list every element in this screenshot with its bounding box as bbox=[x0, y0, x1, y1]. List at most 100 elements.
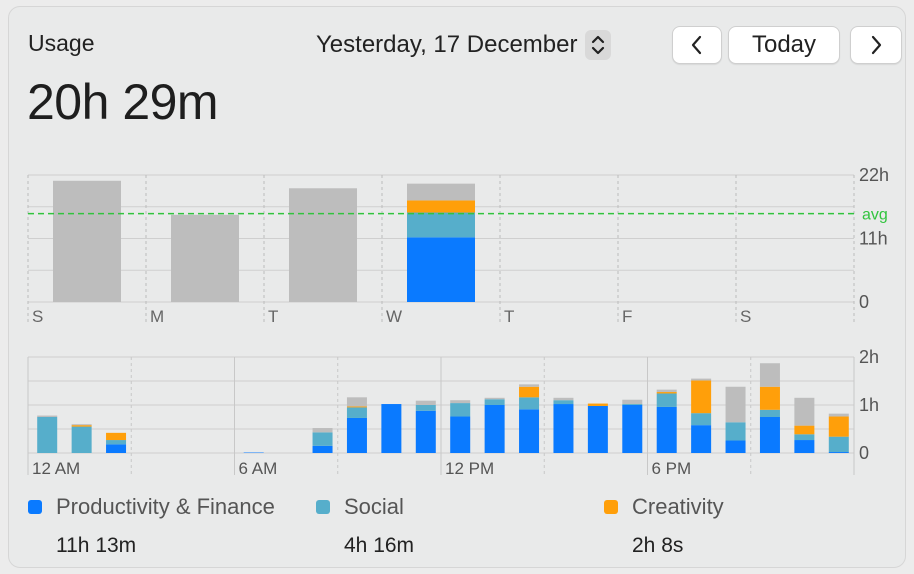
hour-label: 12 AM bbox=[32, 459, 80, 478]
bar-creativity-hour-21 bbox=[759, 386, 780, 410]
bar-social-hour-13 bbox=[484, 399, 505, 405]
bar-other-hour-15 bbox=[553, 397, 574, 401]
legend-swatch-productivity bbox=[28, 500, 42, 514]
y-tick-label: 22h bbox=[859, 165, 889, 185]
next-day-button[interactable] bbox=[850, 26, 902, 64]
bar-social-hour-9 bbox=[346, 407, 367, 418]
date-label: Yesterday, 17 December bbox=[316, 31, 578, 58]
bar-social-hour-8 bbox=[312, 432, 333, 446]
bar-creativity-hour-9 bbox=[346, 406, 367, 408]
bar-productivity-hour-10 bbox=[381, 404, 402, 453]
bar-social-hour-22 bbox=[794, 434, 815, 441]
bar-social-hour-20 bbox=[725, 422, 746, 441]
bar-social-hour-14 bbox=[519, 397, 540, 410]
chevron-up-down-icon[interactable] bbox=[585, 30, 612, 60]
chevron-right-icon bbox=[871, 35, 882, 55]
bar-productivity-hour-13 bbox=[484, 405, 505, 453]
bar-other-hour-14 bbox=[519, 384, 540, 387]
bar-other-hour-8 bbox=[312, 428, 333, 433]
bar-other-day-2 bbox=[289, 188, 357, 302]
day-label: F bbox=[622, 307, 632, 326]
bar-creativity-hour-22 bbox=[794, 425, 815, 435]
legend-value-social: 4h 16m bbox=[344, 534, 415, 557]
bar-productivity-hour-9 bbox=[346, 417, 367, 453]
y-tick-label: 1h bbox=[859, 395, 879, 415]
day-label: W bbox=[386, 307, 402, 326]
bar-social-hour-17 bbox=[622, 404, 643, 405]
bar-other-hour-18 bbox=[656, 389, 677, 393]
bar-social-day-3 bbox=[407, 212, 475, 238]
bar-productivity-hour-11 bbox=[415, 410, 436, 453]
bar-creativity-hour-14 bbox=[519, 386, 540, 398]
legend-label-creativity: Creativity bbox=[632, 494, 724, 519]
bar-productivity-hour-16 bbox=[587, 405, 608, 453]
legend-swatch-social bbox=[316, 500, 330, 514]
hour-label: 12 PM bbox=[445, 459, 494, 478]
day-label: S bbox=[32, 307, 43, 326]
y-tick-label: 11h bbox=[859, 229, 888, 249]
legend-label-productivity: Productivity & Finance bbox=[56, 494, 275, 519]
bar-creativity-hour-18 bbox=[656, 392, 677, 394]
legend-label-social: Social bbox=[344, 494, 404, 519]
bar-other-day-1 bbox=[171, 214, 239, 302]
y-tick-label: 2h bbox=[859, 347, 879, 367]
legend-value-creativity: 2h 8s bbox=[632, 534, 684, 557]
legend-social: Social bbox=[316, 494, 404, 520]
previous-day-button[interactable] bbox=[672, 26, 722, 64]
usage-title: Usage bbox=[28, 30, 95, 56]
bar-social-hour-1 bbox=[71, 426, 92, 453]
day-label: T bbox=[268, 307, 278, 326]
y-tick-label: 0 bbox=[859, 443, 869, 463]
legend-swatch-creativity bbox=[604, 500, 618, 514]
bar-social-hour-11 bbox=[415, 405, 436, 411]
legend-productivity: Productivity & Finance bbox=[28, 494, 275, 520]
bar-other-hour-9 bbox=[346, 397, 367, 407]
date-selector[interactable]: Yesterday, 17 December bbox=[316, 28, 612, 62]
bar-social-hour-19 bbox=[691, 413, 712, 426]
hour-label: 6 AM bbox=[239, 459, 278, 478]
bar-productivity-hour-19 bbox=[691, 425, 712, 453]
bar-other-hour-19 bbox=[691, 378, 712, 381]
hourly-usage-chart: 12 AM 6 AM 12 PM 6 PM 2h 1h 0 bbox=[27, 347, 879, 478]
bar-other-hour-22 bbox=[794, 397, 815, 426]
bar-other-day-0 bbox=[53, 180, 121, 302]
y-tick-label: 0 bbox=[859, 292, 869, 312]
bar-other-hour-1 bbox=[71, 424, 92, 426]
bar-productivity-hour-18 bbox=[656, 406, 677, 453]
bar-other-hour-20 bbox=[725, 386, 746, 423]
bar-productivity-hour-15 bbox=[553, 404, 574, 453]
bar-social-hour-23 bbox=[828, 436, 849, 453]
bar-productivity-hour-23 bbox=[828, 452, 849, 453]
bar-social-hour-2 bbox=[106, 440, 127, 445]
bar-other-hour-11 bbox=[415, 400, 436, 405]
legend-value-productivity: 11h 13m bbox=[56, 534, 137, 557]
bar-creativity-hour-16 bbox=[587, 403, 608, 406]
chevron-left-icon bbox=[691, 35, 702, 55]
bar-productivity-hour-2 bbox=[106, 444, 127, 453]
today-button[interactable]: Today bbox=[728, 26, 840, 64]
bar-creativity-hour-1 bbox=[71, 425, 92, 427]
bar-other-hour-12 bbox=[450, 400, 471, 404]
bar-productivity-day-3 bbox=[407, 237, 475, 302]
bar-productivity-hour-21 bbox=[759, 417, 780, 453]
bar-productivity-hour-14 bbox=[519, 409, 540, 453]
bar-other-hour-23 bbox=[828, 413, 849, 417]
bar-other-hour-13 bbox=[484, 397, 505, 400]
day-label: S bbox=[740, 307, 751, 326]
bar-social-hour-0 bbox=[37, 417, 58, 453]
bar-social-hour-21 bbox=[759, 409, 780, 417]
day-label: M bbox=[150, 307, 164, 326]
bar-productivity-hour-12 bbox=[450, 416, 471, 453]
bar-productivity-hour-17 bbox=[622, 405, 643, 453]
bar-other-day-3 bbox=[407, 183, 475, 201]
bar-creativity-hour-19 bbox=[691, 380, 712, 414]
bar-other-hour-17 bbox=[622, 399, 643, 405]
bar-creativity-hour-2 bbox=[106, 432, 127, 441]
legend-creativity: Creativity bbox=[604, 494, 724, 520]
bar-productivity-hour-20 bbox=[725, 440, 746, 453]
day-label: T bbox=[504, 307, 514, 326]
bar-social-hour-18 bbox=[656, 393, 677, 407]
bar-other-hour-21 bbox=[759, 363, 780, 387]
bar-productivity-hour-22 bbox=[794, 440, 815, 453]
